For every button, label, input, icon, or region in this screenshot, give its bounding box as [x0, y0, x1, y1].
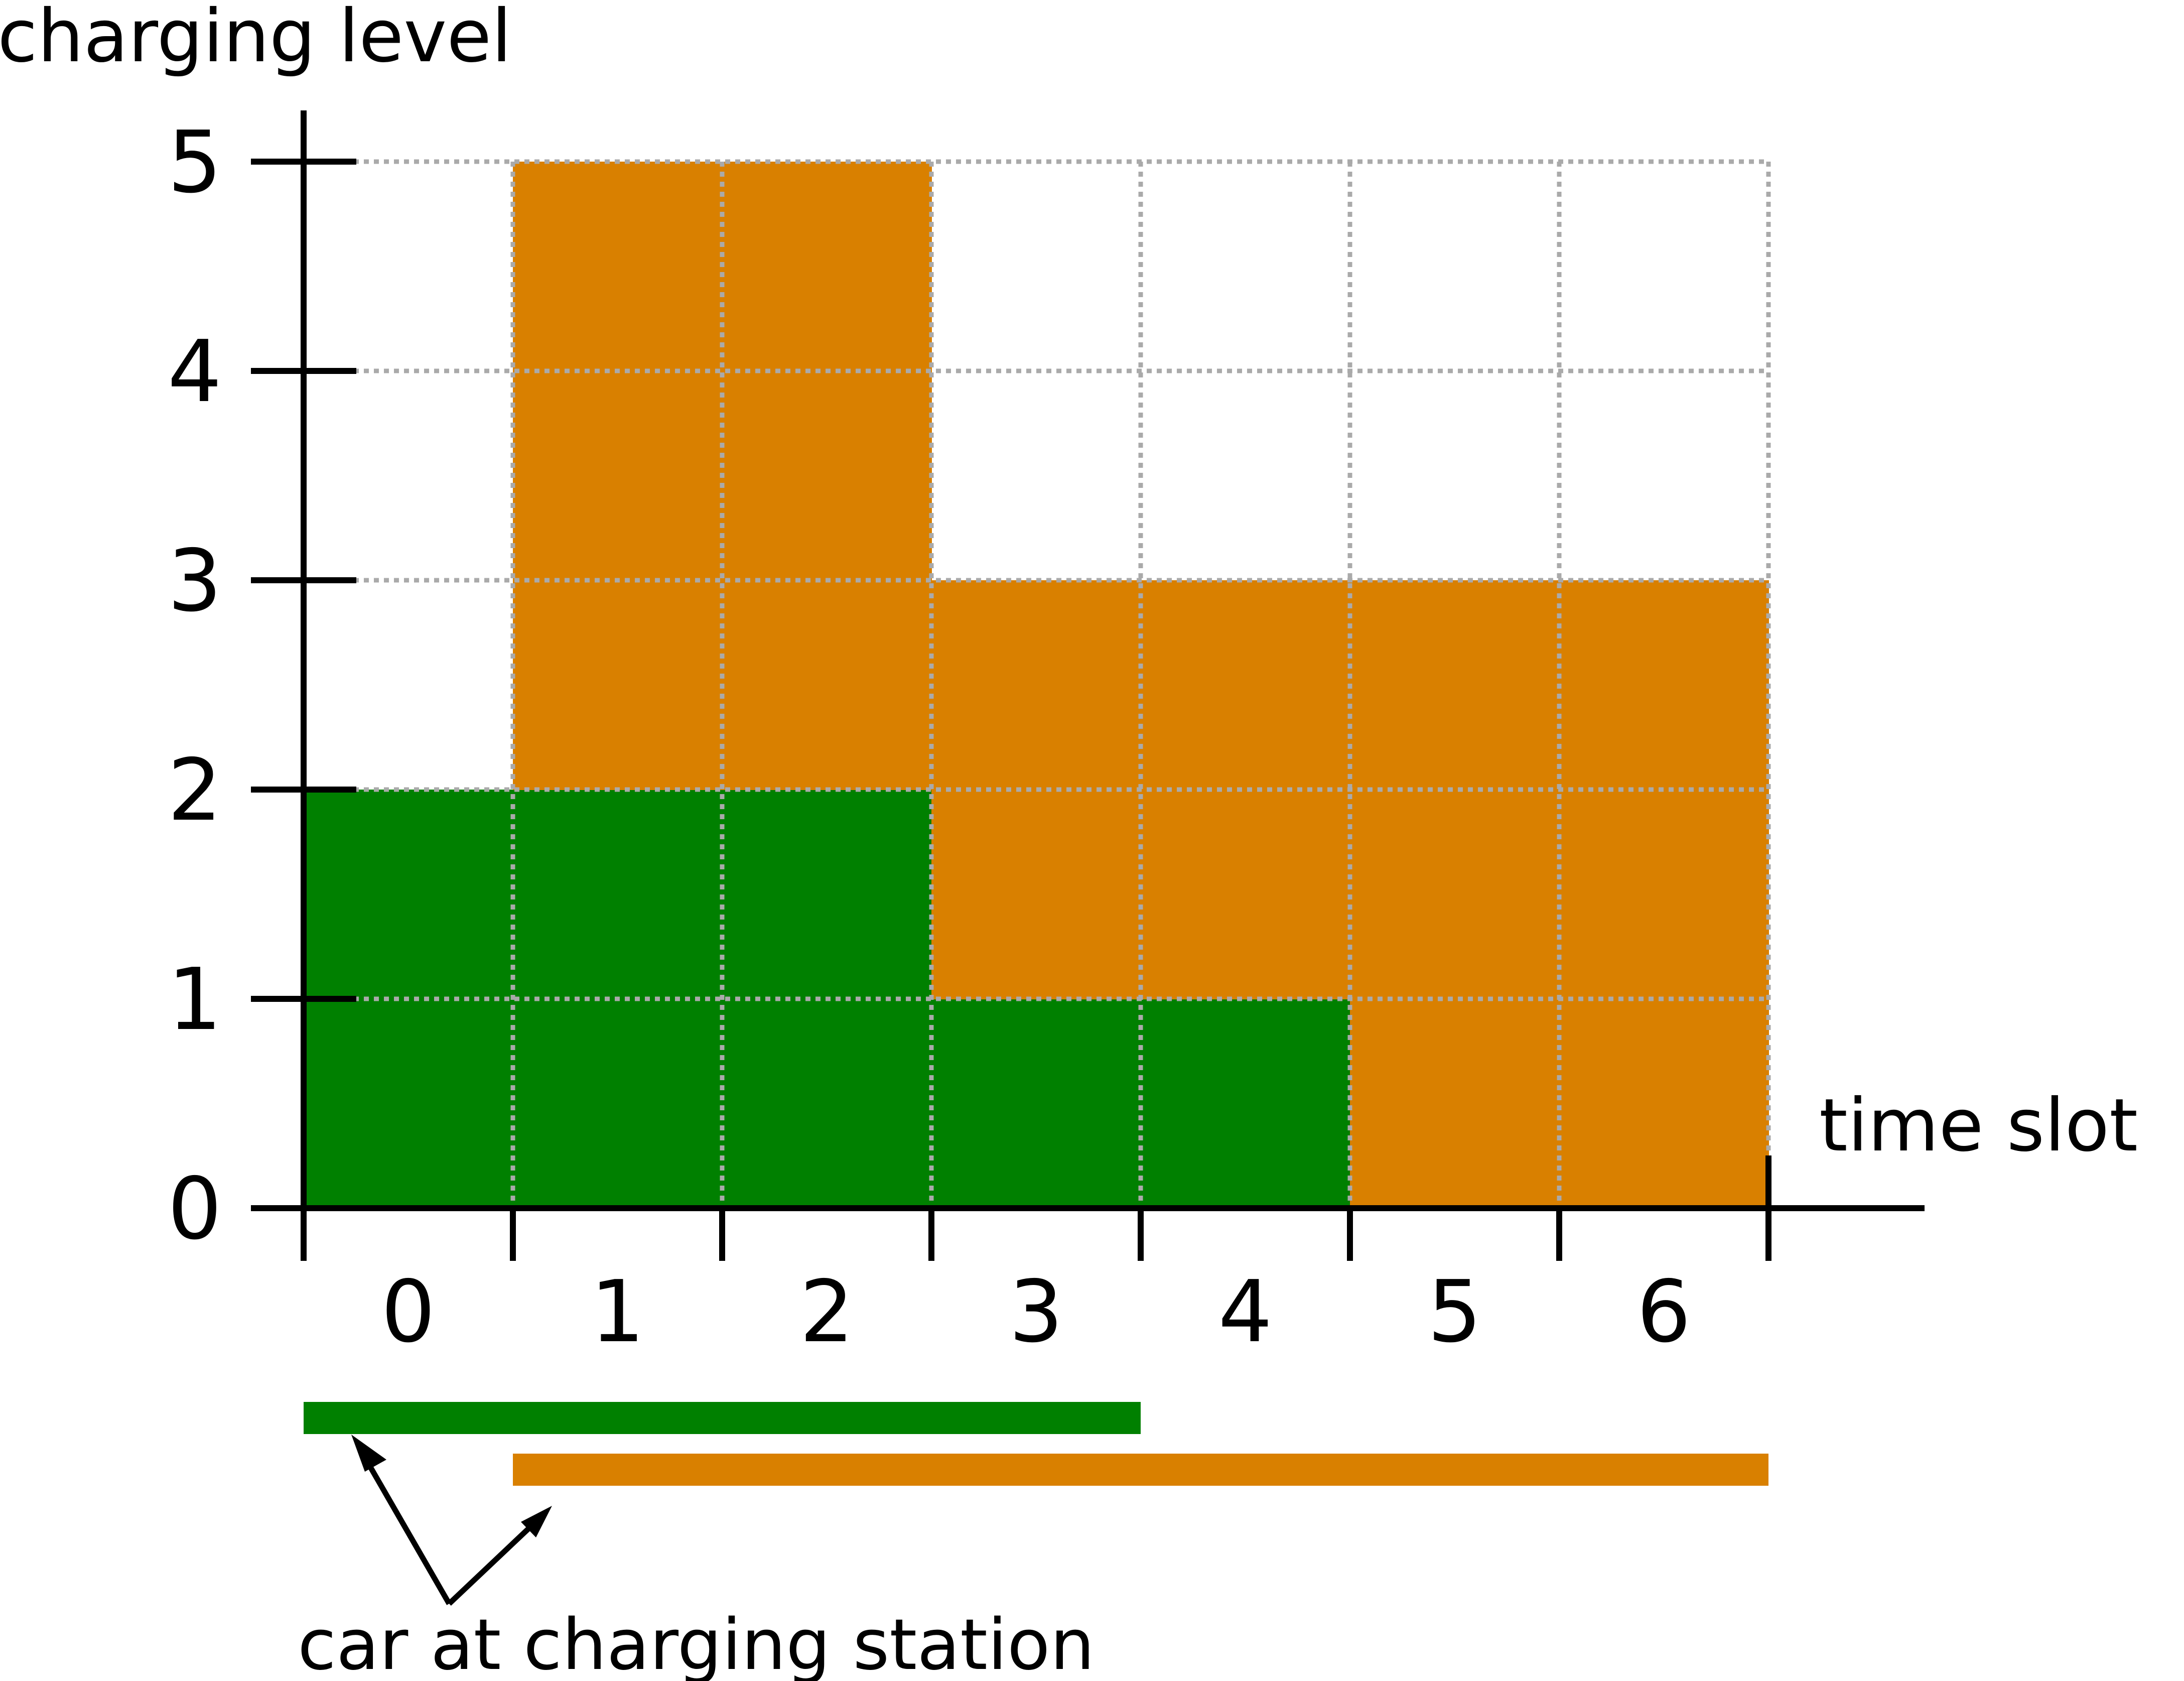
bar-series1-slot-2 — [722, 162, 932, 790]
x-tick-label-4: 4 — [1218, 1262, 1272, 1362]
axes-layer — [251, 110, 1925, 1260]
x-axis-title: time slot — [1819, 1083, 2138, 1168]
presence-bar-series1 — [513, 1454, 1768, 1486]
y-tick-label-4: 4 — [168, 322, 222, 422]
annotation-arrow-orange — [447, 1515, 543, 1606]
x-tick-label-3: 3 — [1009, 1262, 1063, 1362]
annotation-arrow-green — [358, 1448, 452, 1605]
bar-series1-slot-6 — [1559, 580, 1769, 1209]
annotation-layer: car at charging station — [298, 1435, 1095, 1681]
bar-series0-slot-4 — [1141, 999, 1350, 1209]
x-tick-label-6: 6 — [1636, 1262, 1691, 1362]
bar-series0-slot-3 — [931, 999, 1141, 1209]
presence-bar-series0 — [304, 1402, 1141, 1434]
bar-series1-slot-4 — [1141, 580, 1350, 999]
annotation-arrowhead-green — [351, 1435, 386, 1472]
y-tick-label-3: 3 — [168, 532, 222, 631]
y-tick-label-1: 1 — [168, 950, 222, 1050]
grid-layer — [304, 159, 1771, 1208]
y-tick-label-2: 2 — [168, 741, 222, 840]
y-tick-label-0: 0 — [168, 1159, 222, 1259]
annotation-arrowhead-orange — [521, 1506, 552, 1537]
x-tick-label-0: 0 — [381, 1262, 435, 1362]
bar-series1-slot-5 — [1350, 580, 1560, 1209]
y-axis-title: charging level — [0, 0, 512, 79]
y-tick-label-5: 5 — [168, 113, 222, 212]
bars-layer — [304, 162, 1769, 1209]
x-tick-label-5: 5 — [1427, 1262, 1481, 1362]
x-tick-label-1: 1 — [590, 1262, 644, 1362]
presence-layer — [304, 1402, 1768, 1486]
bar-series1-slot-1 — [513, 162, 723, 790]
x-tick-label-2: 2 — [799, 1262, 854, 1362]
ticks-layer: 0 1 2 3 4 5 0 1 2 3 4 5 6 — [168, 113, 1771, 1362]
annotation-label: car at charging station — [298, 1604, 1095, 1681]
